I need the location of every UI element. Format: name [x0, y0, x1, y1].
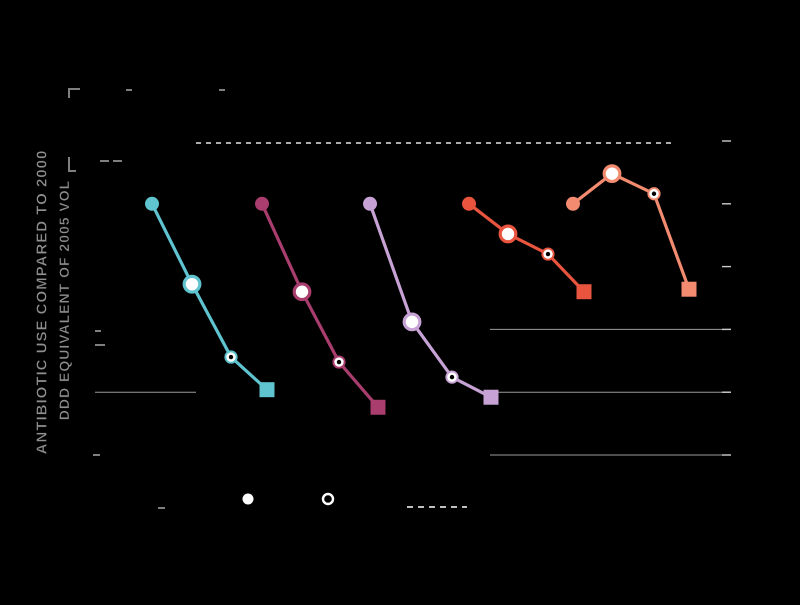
marker-ring-core-red-orange [545, 251, 551, 257]
series-line-teal [150, 203, 269, 391]
text-remnant [100, 160, 109, 162]
marker-ring-core-salmon [651, 191, 657, 196]
series-line-red-orange [468, 202, 586, 293]
text-remnant [68, 88, 80, 90]
marker-open-red-orange [498, 224, 518, 244]
text-remnant [95, 330, 101, 332]
marker-filled-red-orange [462, 196, 476, 211]
marker-ring-core-berry [336, 359, 342, 365]
marker-open-lavender [402, 312, 422, 332]
legend-open-circle[interactable] [321, 492, 335, 506]
text-remnant [113, 160, 122, 162]
text-remnant [68, 90, 70, 98]
marker-open-teal [182, 274, 202, 294]
marker-filled-salmon [566, 196, 580, 211]
series-line-lavender [368, 203, 492, 399]
marker-ring-core-teal [228, 354, 234, 360]
marker-ring-core-lavender [449, 374, 455, 380]
marker-square-salmon [681, 281, 697, 297]
marker-filled-berry [255, 196, 269, 211]
marker-open-berry [292, 282, 312, 302]
marker-filled-teal [145, 196, 159, 211]
text-remnant [95, 344, 105, 346]
marker-filled-lavender [363, 196, 377, 211]
marker-open-salmon [602, 164, 622, 184]
marker-square-lavender [483, 389, 499, 405]
text-remnant [68, 157, 70, 171]
legend-filled-circle[interactable] [242, 493, 254, 505]
text-remnant [93, 454, 100, 456]
marker-square-red-orange [576, 284, 592, 300]
marker-square-teal [259, 382, 275, 398]
text-remnant [68, 170, 76, 172]
marker-square-berry [370, 399, 386, 415]
text-remnant [126, 89, 132, 91]
text-remnant [158, 507, 165, 509]
series-line-berry [260, 203, 380, 409]
text-remnant [219, 89, 225, 91]
series-line-salmon [572, 171, 691, 290]
